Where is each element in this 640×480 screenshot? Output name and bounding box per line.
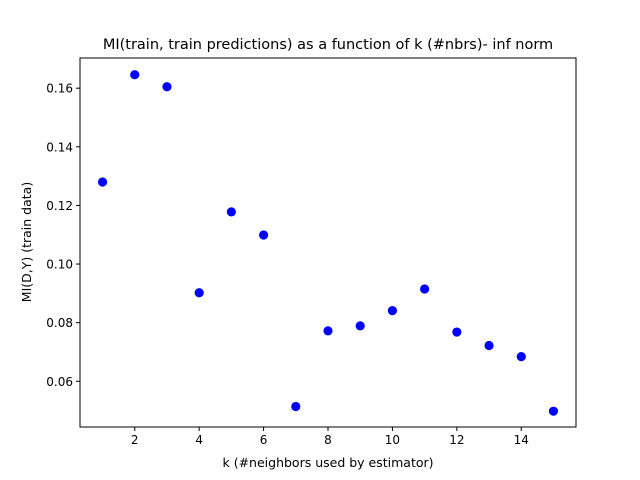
chart-title: MI(train, train predictions) as a functi… xyxy=(103,37,553,53)
y-tick-label: 0.10 xyxy=(46,258,73,272)
y-tick-label: 0.14 xyxy=(46,140,73,154)
data-point xyxy=(548,406,559,416)
data-point xyxy=(162,82,172,92)
x-axis-label: k (#neighbors used by estimator) xyxy=(222,455,433,470)
data-point xyxy=(387,306,398,316)
x-tick-label: 12 xyxy=(449,433,464,447)
data-point xyxy=(484,340,494,351)
x-tick-label: 8 xyxy=(324,433,332,447)
y-axis-label: MI(D,Y) (train data) xyxy=(19,182,34,302)
data-point xyxy=(420,284,430,294)
data-point xyxy=(516,352,526,362)
y-tick-label: 0.16 xyxy=(46,82,73,96)
x-tick-label: 10 xyxy=(385,433,400,447)
data-point xyxy=(452,327,462,337)
data-points xyxy=(97,70,559,416)
y-tick-label: 0.06 xyxy=(46,375,73,389)
data-point xyxy=(97,177,108,187)
axes-frame xyxy=(79,57,577,428)
data-point xyxy=(291,401,301,412)
y-axis: 0.06 0.08 0.10 0.12 0.14 0.16 xyxy=(46,82,80,389)
data-point xyxy=(258,230,269,240)
data-point xyxy=(130,70,140,80)
y-tick-label: 0.12 xyxy=(46,199,73,213)
data-point xyxy=(355,321,365,331)
x-tick-label: 4 xyxy=(195,433,203,447)
x-tick-label: 6 xyxy=(260,433,268,447)
x-tick-label: 14 xyxy=(514,433,529,447)
x-axis: 2 4 6 8 10 12 14 xyxy=(131,427,529,447)
y-tick-label: 0.08 xyxy=(46,316,73,330)
data-point xyxy=(323,326,333,336)
data-point xyxy=(194,288,204,298)
x-tick-label: 2 xyxy=(131,433,139,447)
data-point xyxy=(226,207,236,217)
